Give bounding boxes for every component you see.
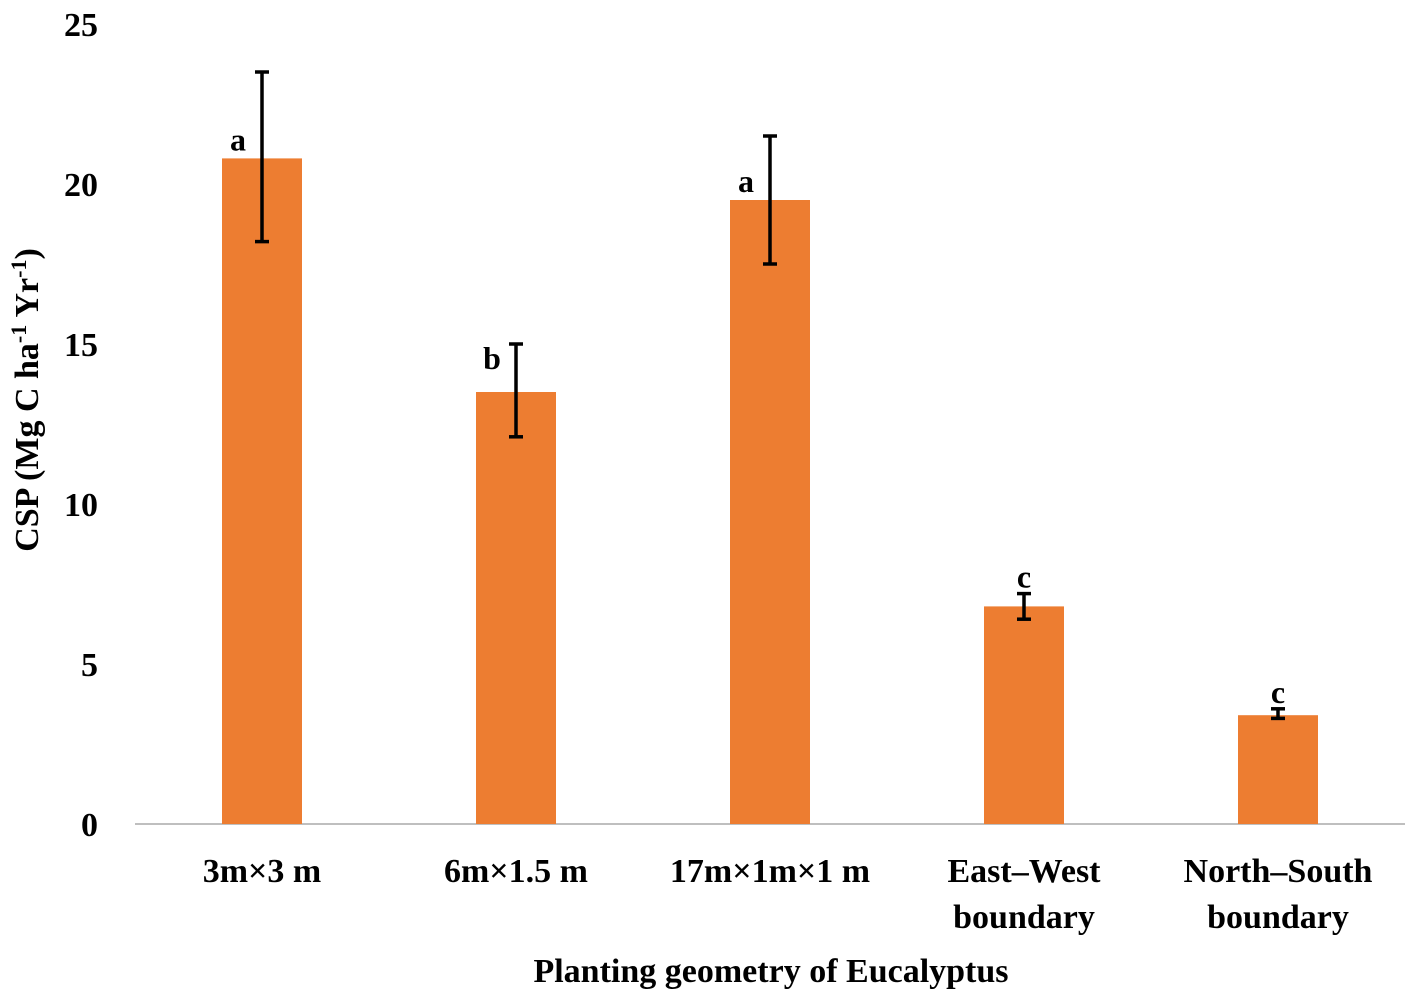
bar [476, 392, 556, 824]
x-category-label: East–West [948, 853, 1102, 890]
y-tick-label: 5 [81, 647, 98, 684]
x-category-label: 17m×1m×1 m [670, 853, 870, 890]
bar [1238, 715, 1318, 824]
y-axis-ticks: 0 5 10 15 20 25 [64, 7, 98, 844]
significance-letter: a [738, 163, 754, 199]
y-axis-title-mid: Yr [9, 278, 46, 325]
error-bar [509, 342, 523, 439]
error-bar [1271, 707, 1285, 721]
x-category-label: boundary [1207, 899, 1349, 936]
y-tick-label: 10 [64, 487, 98, 524]
bars: a b a c c [222, 70, 1318, 824]
significance-letter: c [1017, 559, 1031, 595]
bar [730, 200, 810, 824]
x-category-label: boundary [953, 899, 1095, 936]
error-bar [1017, 591, 1031, 621]
error-bar [763, 134, 777, 266]
y-axis-title-end: ) [9, 248, 46, 259]
bar [984, 606, 1064, 824]
x-axis-title: Planting geometry of Eucalyptus [533, 953, 1008, 990]
significance-letter: c [1271, 674, 1285, 710]
significance-letter: a [230, 121, 246, 157]
x-category-label: North–South [1184, 853, 1373, 890]
y-tick-label: 20 [64, 167, 98, 204]
x-category-label: 6m×1.5 m [444, 853, 588, 890]
error-bar [255, 70, 269, 244]
y-axis-title-sup2: -1 [6, 260, 31, 278]
significance-letter: b [483, 340, 501, 376]
y-axis-title-sup1: -1 [6, 325, 31, 343]
bar [222, 158, 302, 824]
y-tick-label: 15 [64, 327, 98, 364]
y-axis-title: CSP (Mg C ha-1 Yr-1) [6, 248, 46, 552]
y-axis-title-main: CSP (Mg C ha [9, 343, 46, 552]
x-category-label: 3m×3 m [203, 853, 322, 890]
y-tick-label: 25 [64, 7, 98, 44]
y-tick-label: 0 [81, 807, 98, 844]
x-axis-categories: 3m×3 m 6m×1.5 m 17m×1m×1 m East–West boundar… [203, 853, 1373, 936]
